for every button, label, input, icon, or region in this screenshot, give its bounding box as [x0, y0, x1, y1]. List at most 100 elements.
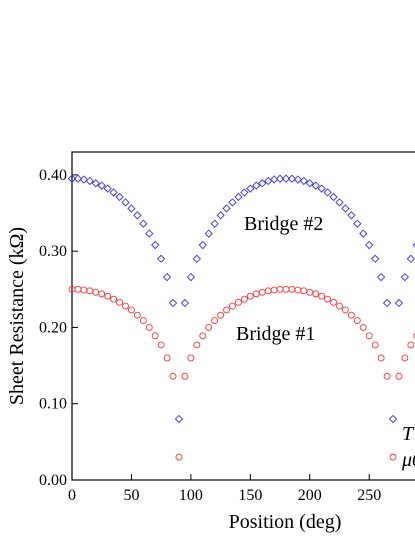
- point: [115, 192, 124, 202]
- point: [336, 302, 343, 310]
- point: [359, 229, 368, 238]
- point: [400, 272, 410, 282]
- annotation: T=: [402, 423, 415, 445]
- point: [371, 254, 380, 263]
- point: [281, 174, 291, 183]
- point: [228, 198, 237, 207]
- point: [198, 240, 207, 250]
- point: [168, 298, 178, 308]
- y-tick-label: 0.10: [39, 396, 67, 413]
- point: [377, 354, 385, 362]
- point: [407, 341, 415, 349]
- point: [223, 306, 231, 314]
- point: [211, 317, 219, 325]
- point: [139, 317, 147, 325]
- point: [376, 272, 386, 282]
- point: [287, 174, 297, 183]
- point: [169, 372, 177, 380]
- point: [305, 179, 314, 188]
- point: [180, 298, 190, 308]
- x-axis-label: Position (deg): [229, 511, 342, 533]
- point: [395, 372, 403, 380]
- annotation: μ0: [401, 449, 415, 471]
- point: [67, 174, 77, 183]
- point: [341, 204, 350, 213]
- point: [300, 287, 308, 295]
- point: [365, 332, 373, 340]
- point: [412, 242, 415, 248]
- point: [210, 219, 219, 228]
- point: [323, 188, 332, 197]
- point: [413, 332, 415, 339]
- point: [222, 204, 231, 213]
- point: [157, 341, 165, 349]
- x-tick-label: 150: [238, 487, 262, 504]
- point: [234, 192, 243, 202]
- point: [341, 306, 349, 314]
- point: [252, 181, 261, 190]
- point: [205, 323, 213, 331]
- point: [394, 298, 404, 308]
- point: [234, 298, 242, 306]
- point: [229, 302, 236, 310]
- y-tick-label: 0.20: [39, 319, 67, 336]
- point: [329, 192, 338, 202]
- point: [181, 372, 189, 380]
- y-tick-label: 0.40: [39, 167, 67, 184]
- point: [79, 175, 89, 184]
- point: [299, 176, 308, 186]
- point: [145, 323, 153, 331]
- point: [151, 332, 159, 340]
- point: [406, 254, 415, 263]
- y-tick-label: 0.30: [39, 243, 67, 260]
- point: [311, 181, 320, 190]
- point: [324, 295, 332, 303]
- y-tick-label: 0.00: [39, 472, 67, 489]
- point: [258, 179, 267, 188]
- point: [110, 295, 118, 303]
- point: [365, 240, 374, 250]
- point: [204, 229, 213, 238]
- point: [335, 198, 344, 207]
- point: [133, 211, 142, 220]
- x-tick-label: 200: [298, 487, 322, 504]
- point: [269, 175, 279, 184]
- point: [98, 290, 106, 298]
- point: [109, 188, 118, 197]
- point: [240, 295, 248, 303]
- point: [216, 211, 225, 220]
- point: [121, 198, 130, 207]
- point: [92, 288, 100, 296]
- point: [187, 354, 195, 362]
- point: [252, 290, 260, 298]
- x-tick-label: 50: [123, 487, 139, 504]
- x-tick-label: 250: [357, 487, 381, 504]
- point: [199, 332, 207, 340]
- point: [97, 181, 106, 190]
- point: [91, 179, 100, 188]
- point: [175, 453, 183, 461]
- point: [85, 176, 94, 186]
- point: [163, 354, 171, 362]
- point: [270, 286, 278, 294]
- point: [151, 240, 160, 250]
- point: [217, 311, 225, 319]
- point: [157, 254, 166, 263]
- series-label: Bridge #2: [244, 213, 323, 235]
- x-tick-label: 0: [68, 487, 76, 504]
- y-axis-label: Sheet Resistance (kΩ): [6, 227, 28, 405]
- point: [276, 285, 284, 293]
- point: [294, 286, 302, 294]
- point: [353, 317, 361, 325]
- point: [388, 414, 398, 424]
- point: [288, 285, 296, 293]
- point: [282, 285, 290, 293]
- point: [312, 290, 320, 298]
- point: [306, 288, 314, 296]
- point: [86, 287, 94, 295]
- point: [162, 272, 172, 282]
- point: [246, 184, 255, 193]
- point: [382, 298, 392, 308]
